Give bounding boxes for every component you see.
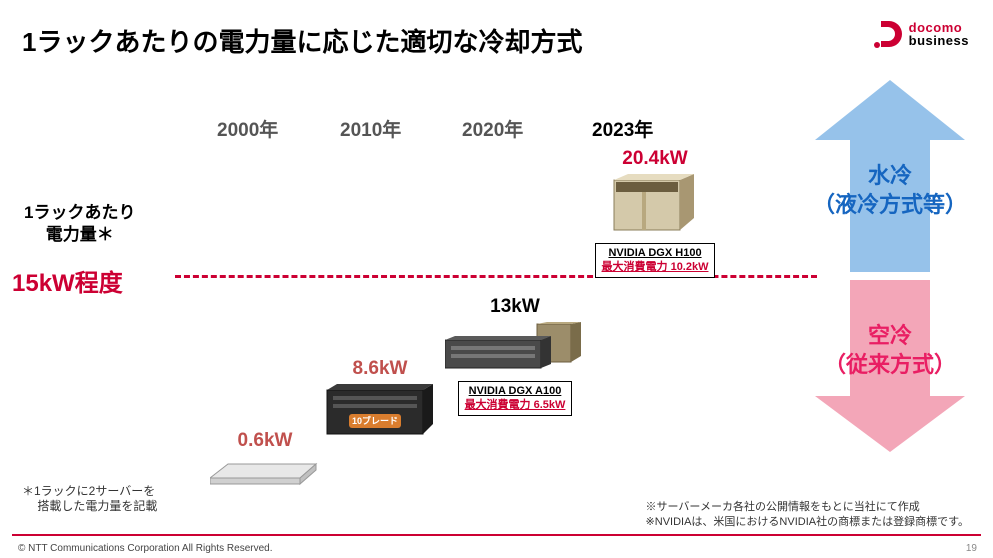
logo: docomo business <box>869 16 969 52</box>
arrow-up-line2: （液冷方式等） <box>813 192 967 217</box>
arrow-air-cooling: 空冷 （従来方式） <box>815 280 965 452</box>
footnote-right-line2: ※NVIDIAは、米国におけるNVIDIA社の商標または登録商標です。 <box>646 516 969 528</box>
year-2010: 2010年 <box>340 115 401 142</box>
server-2023-name: NVIDIA DGX H100 <box>602 246 709 260</box>
year-2020: 2020年 <box>462 115 523 142</box>
year-2023: 2023年 <box>592 115 653 142</box>
arrow-up-line1: 水冷 <box>868 163 912 188</box>
server-2020-label-box: NVIDIA DGX A100 最大消費電力 6.5kW <box>458 381 573 416</box>
server-2020-maxpower: 最大消費電力 6.5kW <box>465 398 566 412</box>
blade-label-svg: 10ブレード <box>352 415 398 426</box>
logo-text: docomo business <box>909 21 969 47</box>
server-2023: 20.4kW NVIDIA DGX H100 最大消費電力 10.2kW <box>585 148 725 278</box>
server-2023-icon <box>585 174 725 239</box>
arrow-up-label: 水冷 （液冷方式等） <box>805 162 975 219</box>
arrow-down-line2: （従来方式） <box>824 352 956 377</box>
footnote-right-line1: ※サーバーメーカ各社の公開情報をもとに当社にて作成 <box>646 501 920 513</box>
server-2000-icon <box>205 456 325 491</box>
arrow-down-label: 空冷 （従来方式） <box>805 322 975 379</box>
footnote-left-line1: ＊1ラックに2サーバーを <box>22 484 155 498</box>
server-2010-icon: 10ブレード <box>315 384 445 445</box>
left-label-line1: 1ラックあたり <box>24 203 135 222</box>
left-axis-label: 1ラックあたり 電力量＊ <box>24 202 135 246</box>
threshold-value: 15kW程度 <box>12 263 123 298</box>
server-2023-label-box: NVIDIA DGX H100 最大消費電力 10.2kW <box>595 243 716 278</box>
server-2000: 0.6kW <box>205 430 325 495</box>
footnote-left-line2: 搭載した電力量を記載 <box>22 499 157 513</box>
left-label-line2: 電力量＊ <box>46 225 114 244</box>
server-2020-name: NVIDIA DGX A100 <box>465 384 566 398</box>
slide-title: 1ラックあたりの電力量に応じた適切な冷却方式 <box>22 22 582 59</box>
logo-d-icon <box>869 16 905 52</box>
logo-brand2: business <box>909 34 969 47</box>
page-number: 19 <box>966 543 977 554</box>
arrow-water-cooling: 水冷 （液冷方式等） <box>815 80 965 272</box>
server-2020: 13kW NVIDIA DGX A100 最大消費電力 6.5kW <box>440 296 590 416</box>
server-2023-maxpower: 最大消費電力 10.2kW <box>602 260 709 274</box>
server-2020-power: 13kW <box>440 296 590 318</box>
server-2023-power: 20.4kW <box>585 148 725 170</box>
arrow-down-line1: 空冷 <box>868 323 912 348</box>
footnote-left: ＊1ラックに2サーバーを 搭載した電力量を記載 <box>22 484 157 515</box>
server-2020-icon <box>440 322 590 377</box>
server-2000-power: 0.6kW <box>205 430 325 452</box>
server-2010-power: 8.6kW <box>315 358 445 380</box>
slide-root: 1ラックあたりの電力量に応じた適切な冷却方式 docomo business 2… <box>0 0 993 558</box>
server-2010: 8.6kW 10ブレード <box>315 358 445 449</box>
footnote-right: ※サーバーメーカ各社の公開情報をもとに当社にて作成 ※NVIDIAは、米国におけ… <box>646 500 969 529</box>
copyright: © NTT Communications Corporation All Rig… <box>18 543 273 554</box>
footer-divider <box>12 534 981 536</box>
year-2000: 2000年 <box>217 115 278 142</box>
